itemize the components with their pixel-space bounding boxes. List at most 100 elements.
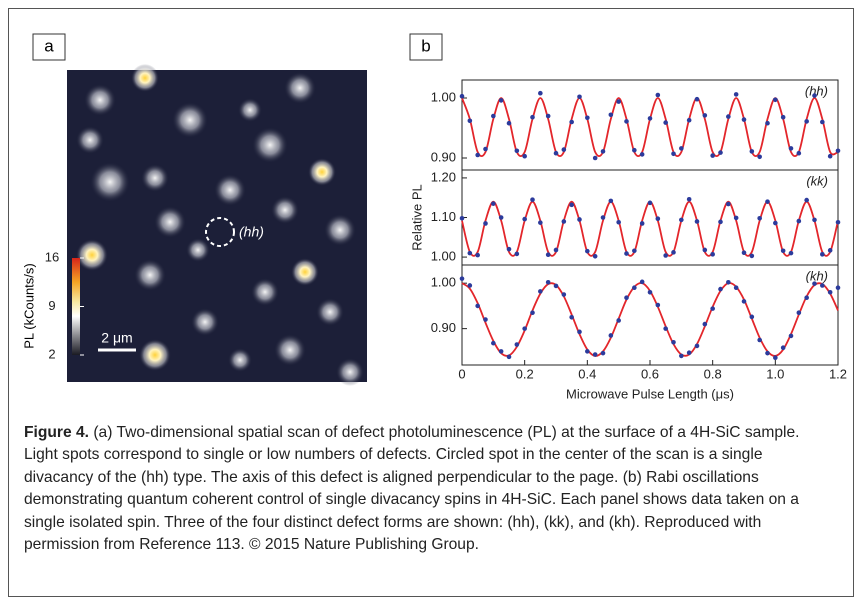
figure: a b (hh) 2 μm PL (kCounts/s) 2 9 16 0.90 1.0…	[21, 33, 847, 401]
data-point	[616, 219, 621, 225]
y-tick-label: 1.00	[431, 89, 456, 104]
y-axis-label: Relative PL	[409, 184, 424, 250]
caption: Figure 4. (a) Two-dimensional spatial sc…	[24, 422, 834, 556]
data-point	[765, 120, 770, 126]
data-point	[530, 114, 535, 120]
data-point	[577, 217, 582, 222]
colorbar-tick-label: 2	[48, 346, 55, 361]
data-point	[600, 215, 606, 220]
data-point	[561, 292, 567, 297]
data-point	[459, 93, 465, 99]
colorbar-tick-label: 9	[48, 298, 55, 313]
data-point	[812, 281, 817, 286]
pl-map: (hh) 2 μm PL (kCounts/s)	[21, 64, 367, 386]
fit-curve	[461, 97, 839, 157]
data-point	[773, 355, 778, 361]
data-point	[616, 318, 621, 323]
data-point	[655, 92, 661, 98]
defect-circle	[205, 217, 235, 247]
data-point	[773, 220, 778, 226]
data-point	[600, 350, 606, 356]
figure-frame	[8, 8, 854, 597]
data-point	[639, 221, 645, 226]
data-point	[726, 279, 731, 285]
data-point	[710, 153, 715, 158]
data-point	[820, 119, 825, 125]
data-point	[733, 92, 739, 97]
data-point	[639, 152, 645, 157]
data-point	[796, 310, 802, 316]
data-point	[749, 253, 755, 259]
data-point	[780, 345, 786, 351]
data-point	[624, 251, 629, 256]
data-point	[671, 339, 676, 345]
x-tick-label: 0.6	[641, 366, 659, 381]
data-point	[686, 350, 692, 356]
data-point	[788, 250, 794, 256]
data-point	[514, 251, 520, 257]
data-point	[498, 349, 504, 354]
data-point	[577, 94, 582, 100]
fit-curve	[461, 200, 839, 257]
data-point	[632, 248, 637, 254]
data-point	[553, 247, 559, 253]
data-point	[788, 146, 794, 151]
x-tick-label: 0.4	[578, 366, 596, 381]
data-point	[671, 250, 676, 255]
data-point	[757, 215, 762, 221]
data-point	[506, 354, 512, 360]
data-point	[467, 283, 473, 288]
plot-frame	[461, 79, 839, 171]
data-point	[796, 218, 802, 224]
data-point	[718, 150, 723, 155]
data-point	[820, 252, 825, 257]
data-point	[561, 219, 567, 224]
data-point	[498, 98, 504, 103]
data-point	[608, 333, 614, 338]
data-point	[639, 279, 645, 285]
data-point	[679, 217, 684, 223]
data-point	[498, 215, 504, 220]
data-point	[780, 248, 786, 254]
data-point	[749, 149, 755, 154]
data-point	[569, 314, 574, 320]
data-point	[624, 119, 629, 124]
data-point	[522, 153, 527, 159]
data-point	[835, 148, 841, 154]
data-point	[530, 310, 535, 316]
data-point	[741, 299, 747, 304]
data-point	[553, 150, 559, 156]
x-tick-label: 0	[458, 366, 465, 381]
data-point	[647, 200, 653, 206]
data-point	[538, 220, 543, 225]
data-point	[820, 283, 825, 288]
data-point	[694, 343, 700, 349]
y-tick-label: 1.00	[431, 249, 456, 264]
y-tick-label: 1.00	[431, 275, 456, 290]
data-point	[710, 252, 715, 257]
data-point	[538, 90, 543, 96]
data-point	[467, 250, 473, 256]
data-point	[616, 99, 621, 104]
data-point	[459, 276, 465, 281]
data-point	[702, 247, 708, 253]
data-point	[475, 303, 480, 309]
panel-label: a	[44, 36, 54, 55]
data-point	[545, 252, 551, 258]
data-point	[827, 289, 833, 295]
data-point	[585, 115, 590, 121]
data-point	[694, 96, 700, 102]
data-point	[585, 349, 590, 354]
data-point	[545, 279, 551, 285]
data-point	[561, 147, 567, 152]
data-point	[491, 340, 496, 346]
data-point	[553, 283, 559, 289]
data-point	[663, 326, 668, 331]
data-point	[686, 196, 692, 202]
data-point	[726, 201, 731, 207]
data-point	[765, 199, 770, 204]
data-point	[757, 154, 762, 160]
data-point	[757, 337, 762, 343]
data-point	[679, 353, 684, 359]
